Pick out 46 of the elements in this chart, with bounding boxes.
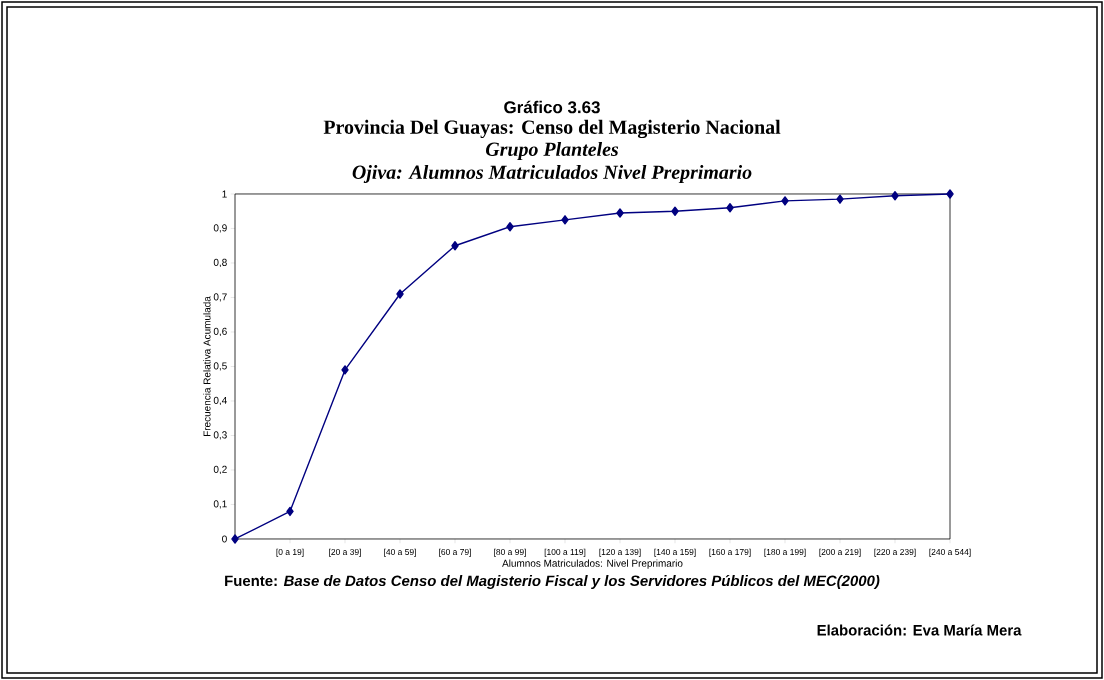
point [396, 289, 404, 299]
y-tick-label: 1 [222, 190, 227, 198]
point [506, 222, 514, 232]
chart-subtitle: Provincia Del Guayas: Censo del Magisterio Nacional [323, 119, 781, 139]
x-tick-label: [40 a 59] [384, 548, 416, 557]
y-tick-label: 0,4 [213, 396, 227, 406]
x-tick-label: [120 a 139] [599, 548, 641, 557]
x-tick-label: [80 a 99] [494, 548, 526, 557]
x-tick-label: [160 a 179] [709, 548, 751, 557]
y-tick-label: 0,9 [213, 224, 227, 233]
x-tick-label: [0 a 19] [276, 548, 304, 557]
point [616, 208, 624, 218]
y-tick-label: 0,3 [213, 431, 227, 440]
text: Ojiva: Alumnos Matriculados Nivel Preprimario [352, 164, 752, 184]
point [836, 194, 844, 204]
point [231, 534, 239, 544]
point [891, 191, 899, 201]
point [946, 189, 954, 199]
point [341, 365, 349, 375]
x-tick-label: [240 a 544] [929, 548, 971, 557]
point [286, 506, 294, 517]
text: Elaboración: Eva María Mera [817, 624, 1022, 636]
point [561, 215, 569, 225]
y-tick-label: 0,2 [213, 465, 227, 475]
x-tick-label: [180 a 199] [764, 548, 806, 557]
y-tick-label: 0,1 [213, 500, 227, 509]
point [726, 203, 734, 213]
y-tick-label: 0,5 [213, 362, 227, 371]
x-tick-label: [100 a 119] [544, 548, 586, 557]
x-tick-label: [60 a 79] [439, 548, 471, 557]
chart-title: Gráfico 3.63 [504, 100, 600, 114]
y-tick-label: 0 [222, 535, 227, 543]
text: Grupo Planteles [486, 141, 619, 161]
y-tick-label: 0,8 [213, 258, 227, 268]
y-tick-label: 0,7 [213, 293, 227, 302]
x-tick-label: [200 a 219] [819, 548, 861, 557]
x-axis-title: Alumnos Matriculados: Nivel Preprimario [502, 559, 683, 569]
x-tick-label: [220 a 239] [874, 548, 916, 557]
x-tick-label: [20 a 39] [329, 548, 361, 557]
point [451, 241, 459, 251]
point [671, 206, 679, 216]
point [781, 196, 789, 206]
y-axis-title: Frecuencia Relativa Acumulada [203, 296, 211, 436]
x-tick-label: [140 a 159] [654, 548, 696, 557]
y-tick-label: 0,6 [213, 327, 227, 337]
source-note: Fuente: Base de Datos Censo del Magisterio Fiscal y los Servidores Públicos del MEC(2000) [225, 574, 880, 590]
